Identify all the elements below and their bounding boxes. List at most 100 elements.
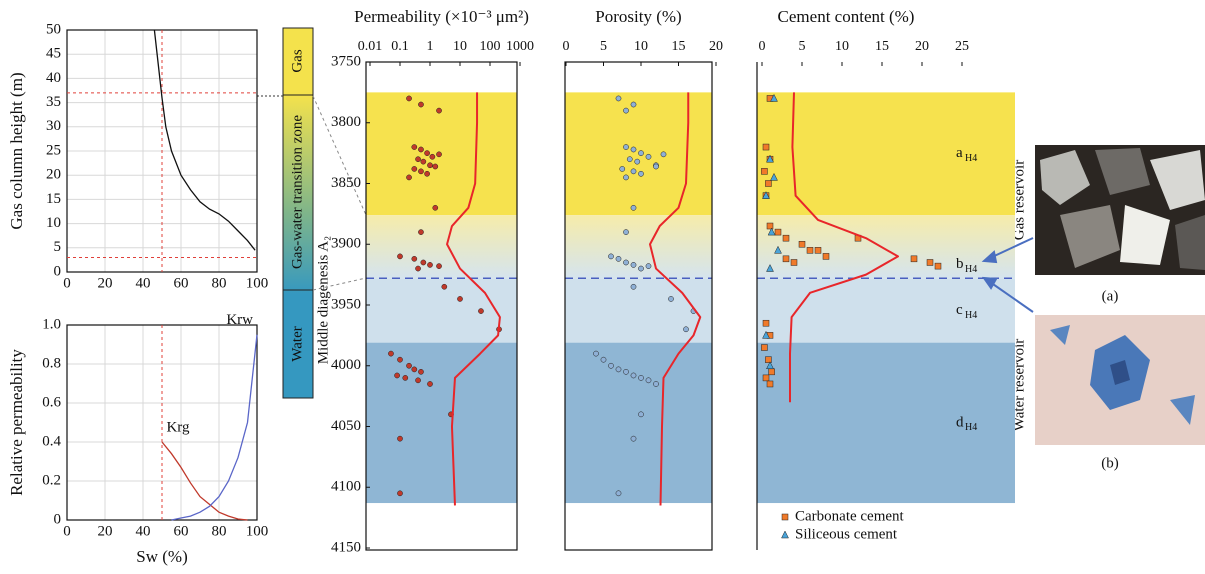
data-point (910, 255, 918, 263)
data-point (634, 158, 641, 165)
data-point (418, 101, 424, 108)
data-point (766, 154, 774, 163)
data-point (630, 168, 637, 175)
trend-line (649, 92, 702, 506)
x-tick-label: 25 (955, 39, 969, 54)
data-point (427, 262, 433, 268)
y-axis-label: Relative permeability (7, 349, 26, 496)
data-point (418, 368, 424, 375)
data-point (766, 380, 774, 388)
data-point (762, 319, 770, 327)
plot-frame (564, 61, 713, 551)
zone-band (565, 342, 712, 504)
data-point (593, 350, 599, 357)
x-tick-label: 60 (174, 275, 189, 291)
reservoir-label: Water reservoir (1011, 339, 1027, 432)
data-point (774, 228, 782, 236)
data-point (424, 150, 430, 156)
data-point (638, 265, 644, 272)
x-tick-label: 0 (63, 523, 71, 539)
data-point (765, 356, 772, 363)
data-point (630, 372, 637, 379)
data-point (630, 262, 637, 268)
data-point (781, 530, 789, 539)
zone-band (757, 278, 1015, 343)
data-point (790, 259, 798, 266)
data-point (608, 253, 614, 260)
y-tick-label: 5 (54, 239, 62, 255)
data-point (762, 143, 770, 151)
y-tick-label: 0.4 (42, 433, 61, 449)
data-point (761, 344, 768, 351)
y-tick-label: 0 (54, 511, 62, 527)
y-tick-label: 30 (46, 118, 61, 134)
data-point (782, 234, 790, 242)
zone-band (757, 342, 1015, 504)
x-tick-label: 100 (246, 275, 269, 291)
data-point (767, 227, 776, 236)
data-point (774, 245, 782, 254)
data-point (418, 229, 424, 235)
x-tick-label: 15 (672, 39, 686, 54)
data-point (623, 107, 629, 114)
data-point (765, 180, 772, 187)
x-tick-label: 0 (563, 39, 570, 54)
y-tick-label: 0.2 (42, 472, 61, 488)
y-tick-label: 4150 (331, 539, 361, 555)
photo-label: (a) (1102, 288, 1119, 304)
connector (312, 95, 367, 216)
data-point (406, 174, 412, 181)
trend-line (446, 92, 501, 506)
data-point (420, 259, 427, 266)
data-point (934, 262, 942, 270)
legend-label: Carbonate cement (795, 508, 905, 524)
y-tick-label: 40 (46, 70, 61, 86)
zone-label-sub: H4 (965, 264, 977, 275)
data-line (153, 29, 256, 251)
x-tick-label: 5 (799, 39, 806, 54)
data-point (429, 153, 436, 160)
data-point (394, 372, 400, 379)
y-tick-label: 25 (46, 142, 61, 158)
data-point (806, 247, 814, 254)
data-point (406, 95, 412, 102)
data-point (478, 308, 484, 314)
data-point (630, 146, 637, 153)
data-point (411, 366, 418, 373)
data-point (415, 377, 421, 384)
x-tick-label: 20 (98, 275, 113, 291)
data-point (432, 163, 439, 170)
data-point (638, 375, 644, 381)
data-point (630, 435, 637, 442)
x-tick-label: 100 (246, 523, 269, 539)
zone-band (366, 342, 517, 504)
data-point (436, 263, 442, 269)
y-tick-label: 20 (46, 167, 61, 183)
data-point (418, 146, 424, 153)
data-point (427, 162, 433, 169)
panel-title: Permeability (×10⁻³ μm²) (354, 7, 529, 26)
data-point (638, 150, 644, 156)
data-point (781, 513, 789, 521)
data-point (798, 241, 806, 248)
y-tick-label: 3950 (331, 296, 361, 312)
x-tick-label: 0 (759, 39, 766, 54)
zone-label: b (956, 256, 964, 272)
data-point (623, 368, 629, 375)
y-tick-label: 4000 (331, 357, 361, 373)
data-point (762, 330, 770, 339)
x-tick-label: 1000 (506, 39, 534, 54)
y-tick-label: 3800 (331, 114, 361, 130)
data-point (626, 156, 633, 163)
y-tick-label: 35 (46, 94, 61, 110)
x-tick-label: 20 (98, 523, 113, 539)
data-point (926, 259, 934, 266)
data-point (420, 158, 427, 165)
column-label: Gas-water transition zone (289, 115, 305, 269)
y-tick-label: 15 (46, 191, 61, 207)
data-point (770, 172, 778, 181)
x-tick-label: 20 (709, 39, 723, 54)
y-tick-label: 1.0 (42, 316, 61, 332)
data-point (645, 377, 652, 384)
